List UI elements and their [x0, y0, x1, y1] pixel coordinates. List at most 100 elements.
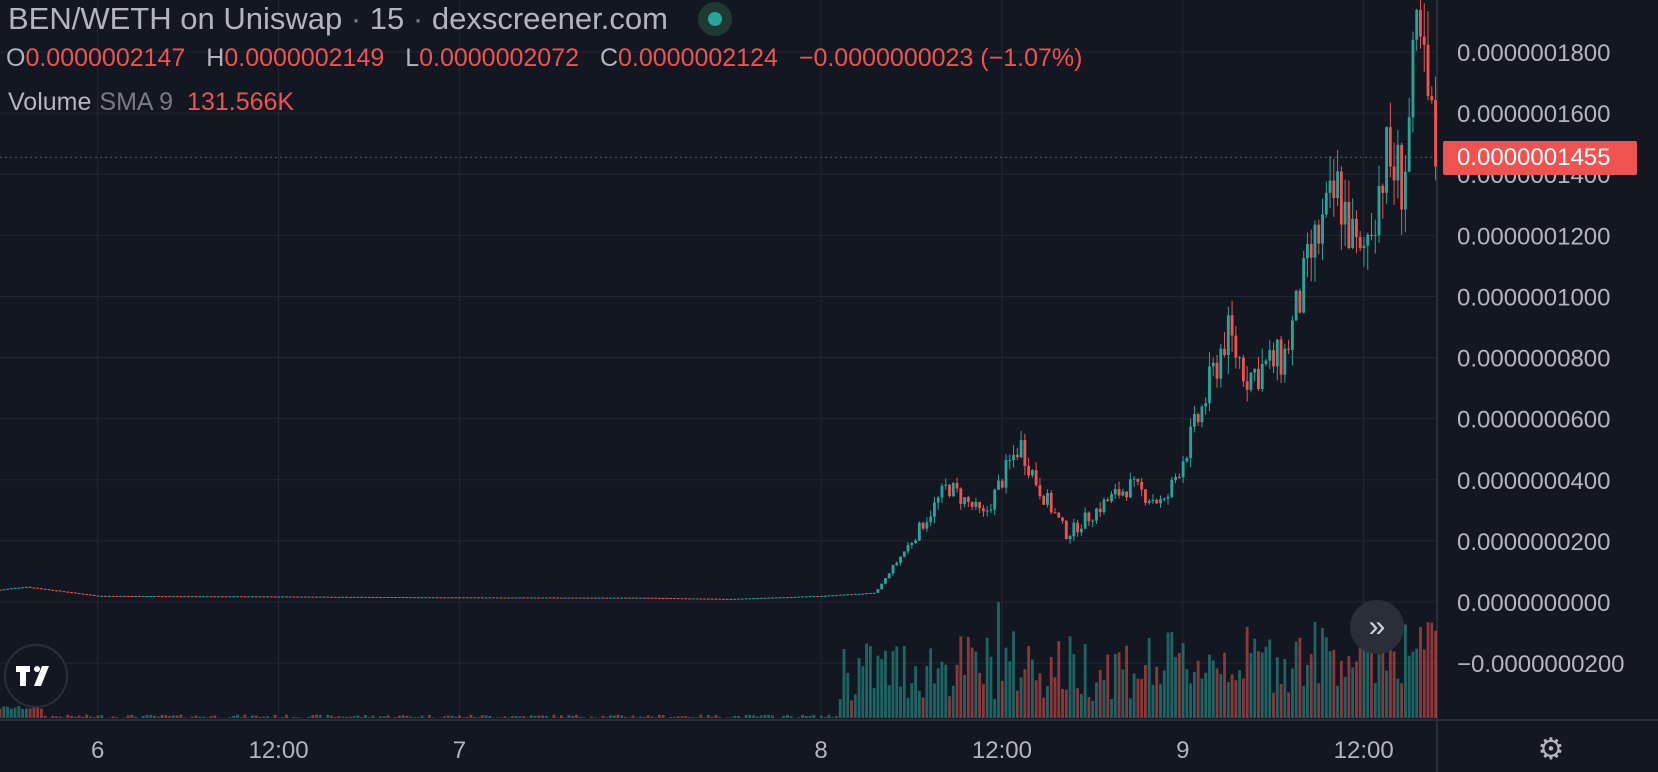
- candle-body: [315, 596, 318, 598]
- volume-bar: [744, 714, 748, 718]
- volume-bar: [1151, 684, 1155, 718]
- volume-bar: [1023, 669, 1027, 718]
- candle-body: [665, 597, 669, 599]
- candle-body: [439, 597, 443, 599]
- volume-bar: [251, 715, 254, 718]
- tradingview-logo-icon[interactable]: [4, 644, 68, 708]
- candle-body: [767, 597, 771, 599]
- volume-bar: [364, 715, 367, 718]
- candle-body: [499, 597, 503, 599]
- candle-body: [887, 573, 891, 579]
- candle-body: [239, 596, 243, 598]
- volume-bar: [1358, 636, 1362, 718]
- interval-label[interactable]: 15: [369, 1, 405, 36]
- candle-body: [1053, 512, 1057, 514]
- volume-bar: [1189, 683, 1193, 718]
- y-tick-label: 0.0000000000: [1457, 590, 1611, 617]
- candle-body: [1302, 258, 1306, 313]
- candle-body: [435, 597, 439, 599]
- volume-bar: [846, 672, 850, 718]
- candle-body: [1272, 350, 1275, 367]
- candle-body: [303, 596, 307, 598]
- volume-bar: [872, 688, 876, 718]
- candle-body: [1057, 512, 1061, 518]
- volume-bar: [405, 715, 409, 718]
- volume-bar: [974, 651, 978, 718]
- candle-body: [1434, 100, 1437, 167]
- volume-bar: [507, 717, 511, 718]
- candle-body: [420, 597, 424, 599]
- volume-bar: [955, 664, 959, 718]
- high-label: H: [206, 44, 225, 72]
- candle-body: [774, 597, 778, 599]
- candle-body: [503, 597, 507, 599]
- volume-bar: [725, 717, 729, 718]
- volume-bar: [175, 715, 179, 718]
- volume-bar: [624, 716, 627, 718]
- candle-body: [168, 596, 171, 598]
- volume-bar: [1136, 678, 1140, 718]
- volume-bar: [1004, 647, 1008, 718]
- candle-body: [137, 595, 141, 597]
- volume-bar: [356, 715, 360, 718]
- volume-bar: [1072, 654, 1076, 718]
- volume-bar: [868, 646, 872, 718]
- candle-body: [529, 597, 533, 599]
- volume-bar: [198, 716, 202, 718]
- volume-bar: [0, 708, 2, 718]
- candle-body: [473, 597, 477, 599]
- candle-body: [348, 596, 352, 598]
- candle-body: [740, 598, 744, 600]
- volume-bar: [164, 715, 168, 718]
- volume-bar: [948, 696, 951, 718]
- candle-body: [1290, 320, 1294, 350]
- volume-bar: [382, 716, 386, 718]
- candle-body: [1407, 117, 1411, 172]
- candle-body: [1287, 348, 1291, 350]
- volume-bar: [202, 716, 205, 718]
- candle-body: [1279, 339, 1283, 375]
- volume-bar: [511, 715, 514, 718]
- volume-bar: [194, 715, 198, 718]
- volume-bar: [970, 647, 974, 718]
- candle-body: [480, 597, 484, 599]
- candle-body: [616, 597, 620, 599]
- volume-bar: [850, 700, 853, 718]
- candle-body: [375, 596, 379, 598]
- volume-bar: [887, 685, 891, 718]
- volume-bar: [477, 717, 480, 718]
- candle-body: [1151, 499, 1155, 501]
- candle-body: [2, 589, 6, 591]
- volume-legend[interactable]: Volume SMA 9 131.566K: [8, 88, 294, 117]
- candle-body: [1403, 171, 1407, 210]
- candle-body: [755, 598, 759, 600]
- volume-bar: [179, 714, 183, 718]
- settings-button[interactable]: ⚙: [1534, 732, 1568, 766]
- volume-bar: [899, 686, 902, 718]
- volume-bar: [676, 716, 680, 718]
- candle-body: [428, 597, 431, 599]
- candle-body: [1385, 127, 1388, 193]
- volume-bar: [612, 715, 616, 718]
- candle-body: [145, 596, 149, 598]
- open-label: O: [6, 44, 26, 72]
- candle-body: [1200, 406, 1204, 423]
- volume-bar: [1106, 654, 1110, 718]
- candle-body: [593, 597, 597, 599]
- volume-bar: [1068, 636, 1072, 718]
- candle-body: [1147, 500, 1151, 503]
- candle-body: [1166, 496, 1170, 499]
- scroll-to-realtime-button[interactable]: »: [1350, 600, 1404, 654]
- candle-body: [24, 586, 28, 588]
- volume-bar: [1396, 678, 1400, 718]
- candle-body: [511, 597, 514, 599]
- x-tick-label: 9: [1176, 737, 1189, 764]
- candle-body: [190, 596, 194, 598]
- candle-body: [993, 489, 997, 510]
- candle-body: [612, 597, 616, 599]
- candle-body: [917, 522, 921, 541]
- candle-body: [1253, 368, 1257, 373]
- candle-body: [333, 596, 337, 598]
